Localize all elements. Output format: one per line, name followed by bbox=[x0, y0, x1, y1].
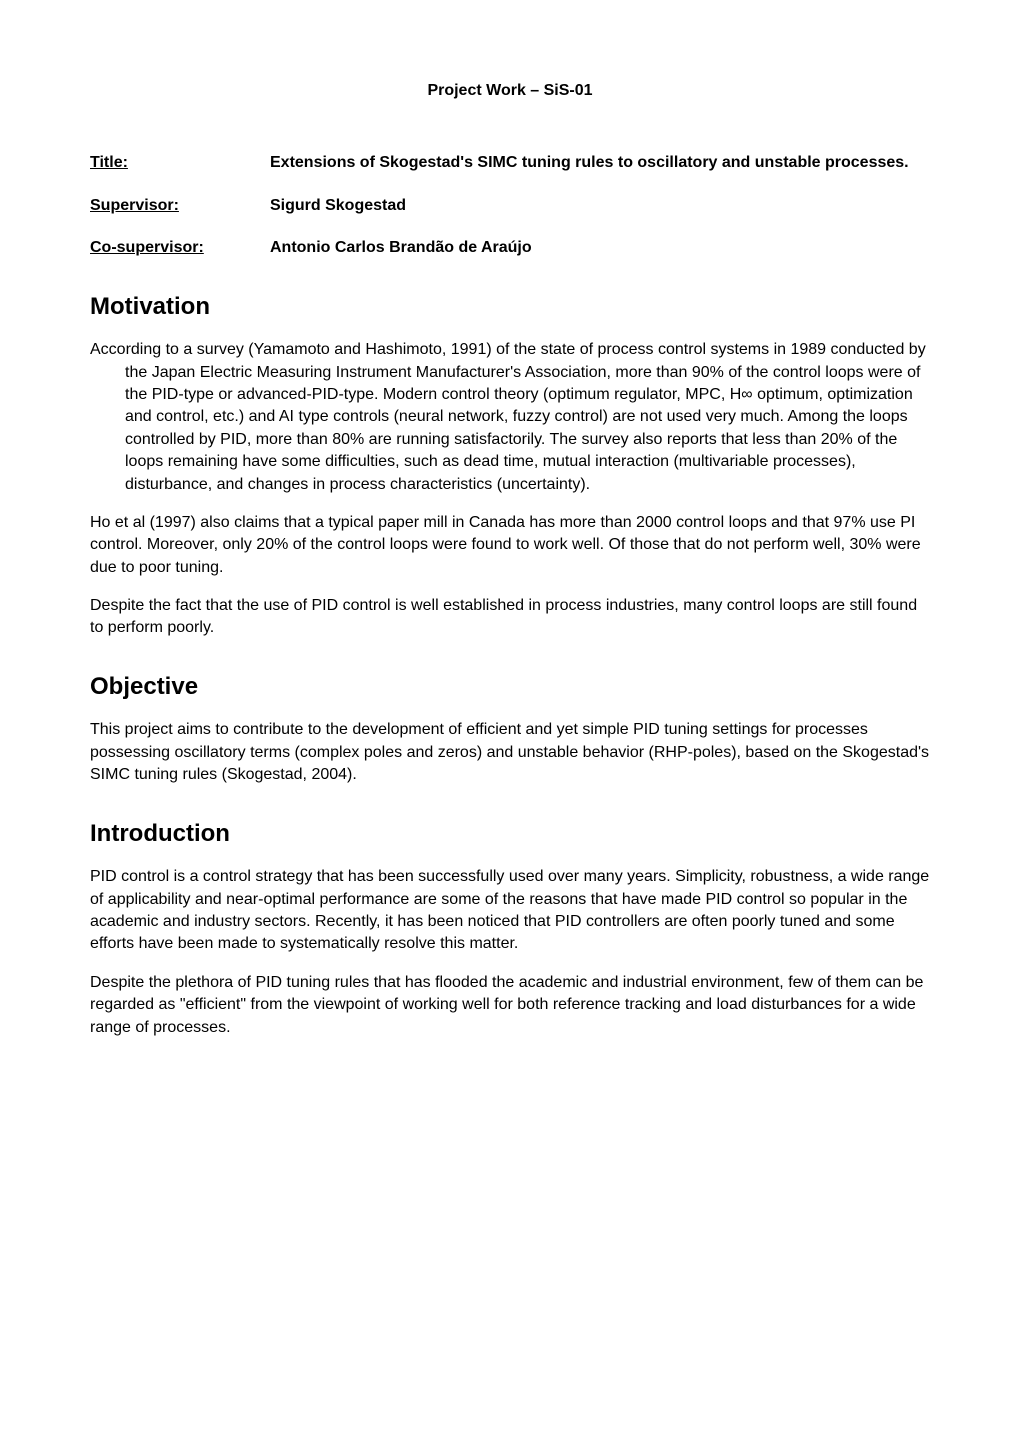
objective-paragraph-1: This project aims to contribute to the d… bbox=[90, 719, 930, 786]
motivation-paragraph-1: According to a survey (Yamamoto and Hash… bbox=[90, 339, 930, 496]
supervisor-label: Supervisor: bbox=[90, 195, 270, 217]
cosupervisor-row: Co-supervisor: Antonio Carlos Brandão de… bbox=[90, 237, 930, 259]
cosupervisor-label: Co-supervisor: bbox=[90, 237, 270, 259]
supervisor-value: Sigurd Skogestad bbox=[270, 195, 930, 217]
project-work-header: Project Work – SiS-01 bbox=[90, 80, 930, 102]
introduction-paragraph-2: Despite the plethora of PID tuning rules… bbox=[90, 972, 930, 1039]
introduction-paragraph-1: PID control is a control strategy that h… bbox=[90, 866, 930, 956]
motivation-paragraph-2: Ho et al (1997) also claims that a typic… bbox=[90, 512, 930, 579]
cosupervisor-value: Antonio Carlos Brandão de Araújo bbox=[270, 237, 930, 259]
introduction-heading: Introduction bbox=[90, 817, 930, 851]
motivation-heading: Motivation bbox=[90, 290, 930, 324]
objective-heading: Objective bbox=[90, 670, 930, 704]
title-value: Extensions of Skogestad's SIMC tuning ru… bbox=[270, 152, 930, 174]
title-label: Title: bbox=[90, 152, 270, 174]
motivation-paragraph-3: Despite the fact that the use of PID con… bbox=[90, 595, 930, 640]
title-row: Title: Extensions of Skogestad's SIMC tu… bbox=[90, 152, 930, 174]
supervisor-row: Supervisor: Sigurd Skogestad bbox=[90, 195, 930, 217]
